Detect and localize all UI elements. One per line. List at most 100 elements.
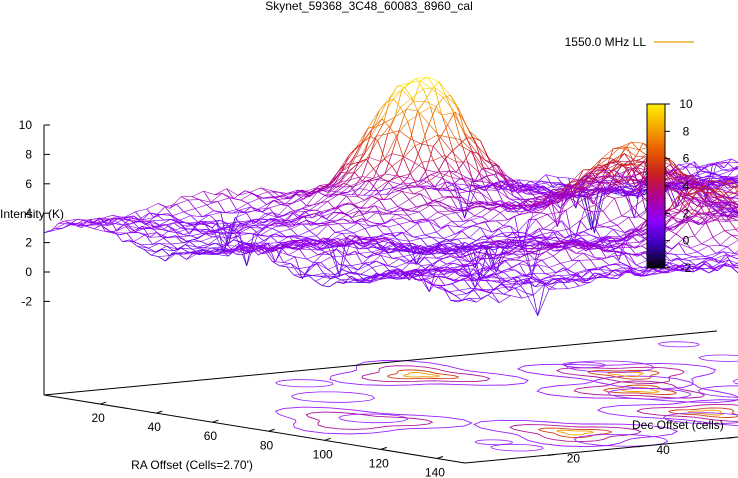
mesh-line bbox=[510, 183, 522, 185]
mesh-line bbox=[616, 153, 625, 162]
mesh-line bbox=[617, 180, 629, 186]
contour-line bbox=[361, 365, 491, 383]
mesh-line bbox=[156, 214, 165, 221]
mesh-line bbox=[540, 212, 548, 215]
mesh-line bbox=[667, 183, 675, 186]
mesh-line bbox=[494, 256, 503, 260]
mesh-line bbox=[678, 243, 687, 255]
mesh-line bbox=[530, 264, 538, 267]
mesh-line bbox=[249, 187, 261, 193]
mesh-line bbox=[609, 175, 618, 181]
mesh-line bbox=[193, 233, 206, 240]
mesh-line bbox=[541, 280, 550, 290]
mesh-line bbox=[421, 123, 430, 145]
mesh-line bbox=[272, 228, 280, 233]
mesh-line bbox=[537, 182, 549, 185]
mesh-line bbox=[93, 224, 102, 230]
mesh-line bbox=[163, 237, 172, 245]
mesh-line bbox=[545, 231, 554, 241]
mesh-line bbox=[421, 275, 430, 292]
mesh-line bbox=[412, 80, 421, 102]
mesh-line bbox=[173, 222, 182, 229]
mesh-line bbox=[210, 193, 223, 203]
mesh-line bbox=[386, 190, 398, 195]
mesh-line bbox=[217, 201, 226, 213]
mesh-line bbox=[380, 255, 389, 266]
mesh-line bbox=[126, 215, 134, 218]
mesh-line bbox=[682, 161, 695, 170]
mesh-line bbox=[232, 209, 240, 214]
mesh-line bbox=[391, 153, 404, 157]
mesh-line bbox=[183, 208, 196, 213]
mesh-line bbox=[472, 137, 485, 160]
mesh-line bbox=[240, 199, 249, 204]
mesh-line bbox=[343, 182, 351, 187]
mesh-line bbox=[483, 235, 491, 239]
mesh-line bbox=[440, 172, 448, 189]
legend-label: 1550.0 MHz LL bbox=[565, 35, 647, 49]
mesh-line bbox=[447, 187, 456, 199]
mesh-line bbox=[346, 229, 354, 234]
mesh-line bbox=[561, 220, 570, 230]
mesh-line bbox=[722, 168, 735, 171]
mesh-line bbox=[327, 223, 340, 225]
mesh-line bbox=[364, 195, 373, 201]
mesh-line bbox=[438, 190, 451, 192]
mesh-line bbox=[721, 208, 730, 221]
mesh-line bbox=[612, 228, 621, 238]
mesh-line bbox=[290, 263, 299, 270]
mesh-line bbox=[396, 175, 408, 179]
mesh-line bbox=[437, 134, 446, 156]
mesh-line bbox=[433, 220, 441, 229]
mesh-line bbox=[445, 204, 454, 211]
mesh-line bbox=[480, 245, 489, 280]
mesh-line bbox=[170, 242, 183, 245]
mesh-line bbox=[179, 235, 191, 237]
mesh-line bbox=[119, 231, 132, 236]
mesh-line bbox=[628, 253, 637, 266]
mesh-line bbox=[86, 226, 95, 230]
mesh-line bbox=[350, 265, 359, 271]
mesh-line bbox=[423, 180, 435, 188]
mesh-line bbox=[665, 179, 678, 185]
mesh-line bbox=[374, 118, 383, 127]
mesh-line bbox=[441, 114, 450, 138]
mesh-line bbox=[640, 254, 648, 261]
mesh-line bbox=[244, 190, 257, 197]
mesh-line bbox=[200, 241, 209, 245]
mesh-line bbox=[268, 207, 277, 218]
mesh-line bbox=[152, 243, 160, 245]
mesh-line bbox=[718, 189, 727, 198]
mesh-line bbox=[426, 169, 438, 173]
mesh-line bbox=[624, 153, 632, 164]
mesh-line bbox=[417, 100, 426, 111]
mesh-line bbox=[635, 227, 644, 235]
mesh-line bbox=[192, 247, 204, 250]
mesh-line bbox=[517, 192, 525, 201]
mesh-line bbox=[353, 228, 366, 234]
mesh-line bbox=[701, 163, 713, 171]
mesh-line bbox=[486, 280, 494, 290]
mesh-line bbox=[407, 113, 420, 122]
mesh-line bbox=[387, 224, 400, 228]
mesh-line bbox=[160, 214, 173, 217]
mesh-line bbox=[418, 113, 427, 142]
mesh-line bbox=[621, 215, 629, 218]
mesh-line bbox=[460, 177, 468, 179]
mesh-line bbox=[393, 98, 401, 108]
mesh-line bbox=[588, 196, 597, 206]
mesh-line bbox=[510, 225, 518, 233]
mesh-line bbox=[614, 170, 622, 178]
mesh-line bbox=[617, 225, 625, 233]
mesh-line bbox=[480, 253, 488, 260]
mesh-line bbox=[602, 211, 611, 222]
mesh-line bbox=[327, 194, 340, 202]
mesh-line bbox=[467, 161, 476, 188]
mesh-line bbox=[435, 106, 448, 125]
mesh-line bbox=[693, 161, 702, 171]
mesh-line bbox=[233, 223, 242, 232]
mesh-line bbox=[333, 276, 341, 281]
mesh-line bbox=[437, 210, 450, 213]
mesh-line bbox=[152, 219, 164, 222]
mesh-line bbox=[365, 159, 374, 170]
